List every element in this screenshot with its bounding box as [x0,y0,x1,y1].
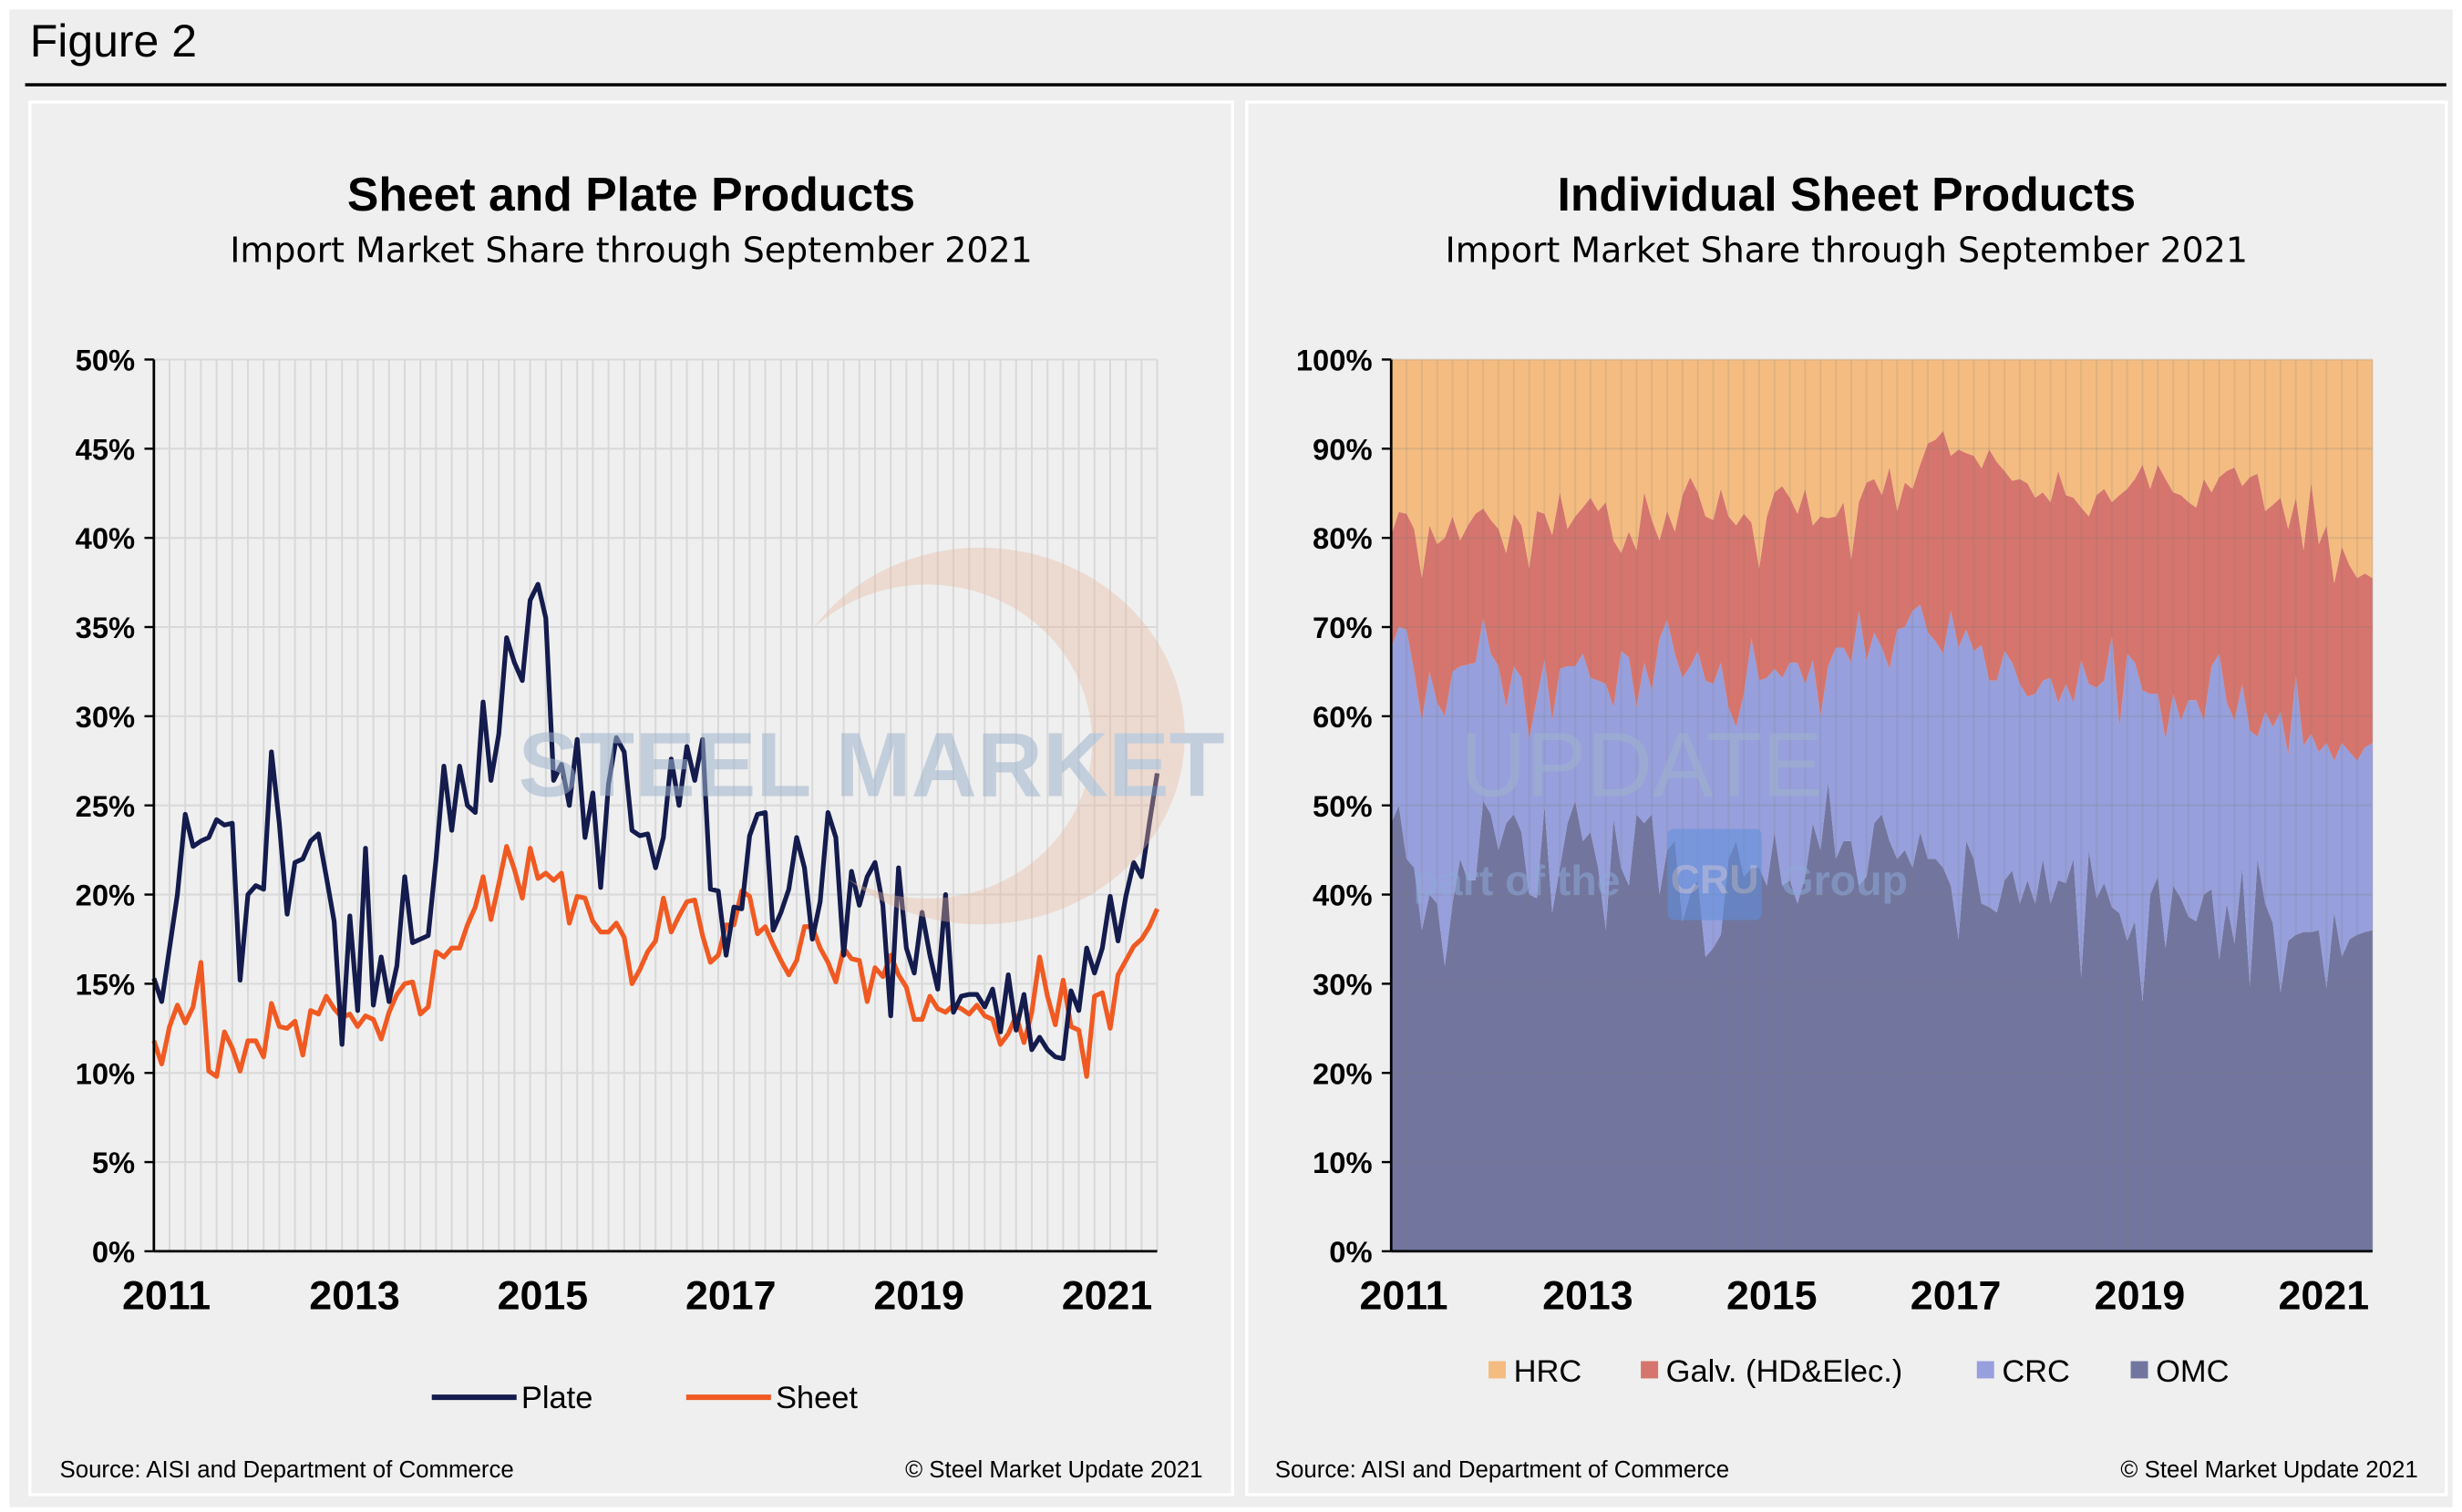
x-tick-label: 2021 [1062,1273,1153,1319]
x-tick-label: 2019 [873,1273,964,1319]
x-tick-label: 2021 [2279,1273,2370,1319]
legend-swatch [1976,1361,1994,1379]
y-tick-label: 30% [76,700,136,734]
copyright-note: © Steel Market Update 2021 [2120,1456,2418,1484]
legend-label: HRC [1514,1354,1582,1389]
y-tick-label: 90% [1313,432,1373,466]
x-tick-label: 2013 [309,1273,400,1319]
title-divider [25,83,2447,86]
x-tick-label: 2015 [1726,1273,1818,1319]
y-tick-label: 20% [76,879,136,912]
y-tick-label: 40% [1313,879,1373,912]
sheet-plate-panel: Sheet and Plate Products Import Market S… [28,100,1234,1497]
copyright-note: © Steel Market Update 2021 [905,1456,1203,1484]
legend-label: OMC [2156,1354,2229,1389]
y-tick-label: 15% [76,967,136,1001]
x-tick-label: 2015 [498,1273,589,1319]
chart-title: Individual Sheet Products [1557,170,2137,221]
chart-subtitle: Import Market Share through September 20… [1445,231,2249,273]
y-tick-label: 50% [1313,789,1373,823]
logo-tagline-end: Group [1780,857,1907,904]
logo-tagline: part of the [1413,857,1620,904]
logo-arc [813,547,1185,925]
y-tick-label: 0% [1329,1235,1372,1269]
x-tick-label: 2017 [1911,1273,2002,1319]
area-hrc [1391,359,2373,584]
logo-cru-box [1667,828,1762,921]
legend: Plate Sheet [431,1381,858,1415]
area-omc [1391,782,2373,1251]
legend-swatch [2130,1361,2148,1379]
source-note: Source: AISI and Department of Commerce [59,1456,514,1484]
legend-swatch [1489,1361,1506,1379]
chart-subtitle: Import Market Share through September 20… [230,231,1033,273]
logo-brand-text-end: UPDATE [1460,715,1823,816]
legend-label: Galv. (HD&Elec.) [1666,1354,1903,1389]
logo-brand-text: STEEL MARKET [518,715,1224,816]
x-tick-label: 2013 [1542,1273,1633,1319]
area-galv-hd-elec- [1391,430,2373,761]
gridlines [153,358,1159,1251]
y-tick-label: 5% [92,1146,135,1179]
legend-label: Sheet [776,1381,858,1415]
y-tick-label: 60% [1313,700,1373,734]
y-tick-label: 10% [76,1056,136,1090]
source-note: Source: AISI and Department of Commerce [1274,1456,1730,1484]
y-tick-label: 100% [1296,344,1373,377]
legend-swatch [1641,1361,1659,1379]
y-tick-label: 0% [92,1235,135,1269]
y-tick-label: 40% [76,521,136,555]
chart-title: Sheet and Plate Products [346,170,916,221]
logo-cru-text: CRU [1671,857,1759,902]
legend: HRC Galv. (HD&Elec.) CRC OMC [1489,1354,2229,1389]
watermark-logo: STEEL MARKET UPDATE part of the CRU Group [518,547,1908,925]
line-chart: 0% 5% 10% 15% 20% 25% 30% 35% 40% 45% 50% 2011 2013 2… [76,344,1160,1415]
x-tick-label: 2011 [122,1273,211,1319]
y-tick-label: 35% [76,611,136,644]
legend-label: CRC [2002,1354,2070,1389]
y-tick-label: 70% [1313,611,1373,644]
area-crc [1391,604,2373,1002]
y-tick-label: 80% [1313,521,1373,555]
y-tick-label: 50% [76,344,136,377]
series-line-plate [151,581,1160,1062]
series-line-sheet [151,844,1159,1079]
legend-label: Plate [521,1381,593,1415]
y-tick-label: 20% [1313,1056,1373,1090]
x-tick-label: 2011 [1359,1273,1447,1319]
x-tick-label: 2017 [685,1273,777,1319]
y-tick-label: 30% [1313,967,1373,1001]
stacked-area-chart: 0% 10% 20% 30% 40% 50% 60% 70% 80% 90% 100% 2011 201… [1296,344,2374,1389]
figure-title: Figure 2 [29,16,197,68]
y-tick-label: 45% [76,432,136,466]
x-tick-label: 2019 [2095,1273,2186,1319]
y-tick-label: 25% [76,789,136,823]
gridlines [1391,358,2374,1251]
y-tick-label: 10% [1313,1146,1373,1179]
